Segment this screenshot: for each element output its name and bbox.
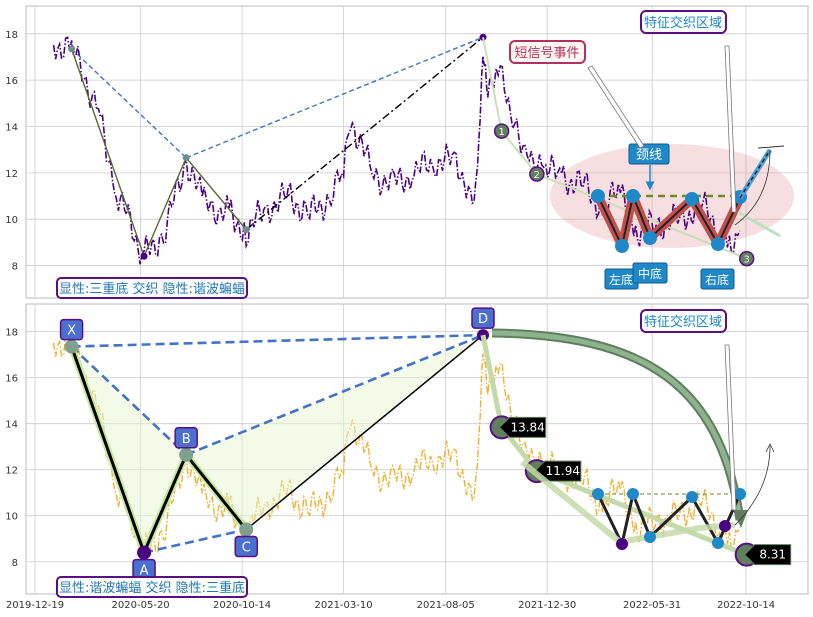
zigzag-point <box>68 45 76 53</box>
harmonic-point-label: B <box>182 432 191 447</box>
harmonic-dashed-line <box>70 345 188 456</box>
harmonic-dashed-line <box>185 333 484 456</box>
y-tick-label: 12 <box>5 466 18 477</box>
y-tick-label: 10 <box>5 215 18 226</box>
x-tick-label: 2020-10-14 <box>213 600 271 611</box>
svg-text:显性:三重底 交织 隐性:谐波蝙蝠: 显性:三重底 交织 隐性:谐波蝙蝠 <box>59 281 245 297</box>
triple-bottom-shape <box>591 145 785 253</box>
harmonic-dashed-line <box>71 333 484 348</box>
bottom-footer-box: 显性:谐波蝙蝠 交织 隐性:三重底 <box>56 576 248 598</box>
left-bottom-label: 左底 <box>604 268 639 290</box>
svg-text:左底: 左底 <box>609 272 633 287</box>
feature-zone-bottom: 特征交织区域 <box>640 309 737 511</box>
zigzag-point <box>140 252 148 260</box>
svg-text:右底: 右底 <box>705 272 729 287</box>
price-tag-box <box>743 544 792 566</box>
harmonic-point <box>179 447 194 462</box>
svg-text:特征交织区域: 特征交织区域 <box>644 314 722 330</box>
leg-cd <box>245 334 484 531</box>
y-tick-label: 16 <box>5 76 18 87</box>
harmonic-point-label: X <box>67 324 76 339</box>
feature-zone-top: 特征交织区域 <box>640 10 737 213</box>
dashdot-cd <box>245 36 484 231</box>
bottom-plot-layer: X A B C D 13.84 11.94 8.31 <box>52 307 792 581</box>
x-tick-label: 2022-10-14 <box>717 600 775 611</box>
neckline-label: 颈线 <box>628 143 670 191</box>
y-tick-label: 12 <box>5 169 18 180</box>
svg-text:特征交织区域: 特征交织区域 <box>644 15 722 31</box>
dashed-xb <box>71 48 187 159</box>
harmonic-point-label-box <box>174 427 198 449</box>
x-axis-ticks: 2019-12-19 2020-05-20 2020-10-14 2021-03-10… <box>6 600 775 611</box>
harmonic-point-label-box <box>59 318 84 341</box>
numbered-marker-label: 3 <box>744 255 750 266</box>
harmonic-point <box>137 545 152 560</box>
harmonic-point-label-box <box>471 307 495 329</box>
middle-bottom-label: 中底 <box>632 262 668 284</box>
y-tick-label: 14 <box>5 123 18 134</box>
price-line-top <box>52 36 741 265</box>
y-tick-label: 18 <box>5 328 18 339</box>
y-tick-label: 10 <box>5 512 18 523</box>
price-tag-label: 8.31 <box>759 548 786 562</box>
svg-text:短信号事件: 短信号事件 <box>514 46 579 61</box>
top-panel-frame <box>25 5 809 299</box>
numbered-marker <box>738 250 755 267</box>
harmonic-point-label: D <box>478 312 488 327</box>
harmonic-point-label: C <box>242 541 251 556</box>
harmonic-leg <box>70 346 248 555</box>
price-tag-label: 13.84 <box>510 420 544 434</box>
y-tick-label: 14 <box>5 420 18 431</box>
numbered-marker <box>493 123 510 139</box>
harmonic-point <box>64 339 79 354</box>
y-tick-label: 8 <box>12 262 18 273</box>
y-tick-label: 18 <box>5 30 18 41</box>
x-tick-label: 2021-12-30 <box>518 600 576 611</box>
x-tick-label: 2020-05-20 <box>112 600 170 611</box>
top-plot-layer: 1 2 3 <box>52 33 755 267</box>
top-footer-box: 显性:三重底 交织 隐性:谐波蝙蝠 <box>56 277 248 299</box>
price-tag-label: 11.94 <box>546 464 580 478</box>
harmonic-point <box>239 522 254 537</box>
x-tick-label: 2021-03-10 <box>314 600 372 611</box>
x-tick-label: 2021-08-05 <box>417 600 475 611</box>
zigzag-point <box>182 154 190 162</box>
harmonic-triangle-bcd <box>186 335 483 530</box>
y-tick-label: 8 <box>12 558 18 569</box>
zigzag-point <box>242 226 250 234</box>
right-bottom-label: 右底 <box>700 268 735 290</box>
x-tick-label: 2022-05-31 <box>623 600 681 611</box>
bottom-triple-bottom <box>520 443 775 550</box>
price-tag-box <box>498 416 547 438</box>
numbered-marker <box>529 166 545 182</box>
harmonic-point-label-box <box>234 535 258 558</box>
numbered-marker-label: 2 <box>534 170 540 181</box>
y-tick-label: 16 <box>5 374 18 385</box>
neckline-text: 颈线 <box>636 148 662 163</box>
harmonic-triangle-xab <box>71 346 187 553</box>
harmonic-point-label: A <box>140 564 149 579</box>
dashed-bd <box>185 36 484 159</box>
x-tick-label: 2019-12-19 <box>6 600 64 611</box>
svg-text:显性:谐波蝙蝠 交织 隐性:三重底: 显性:谐波蝙蝠 交织 隐性:三重底 <box>59 580 245 596</box>
svg-text:中底: 中底 <box>638 266 662 281</box>
signal-event-callout: 短信号事件 <box>509 40 645 149</box>
numbered-marker-label: 1 <box>498 127 504 138</box>
harmonic-dashed-line <box>143 528 247 554</box>
zigzag-xabc <box>70 48 247 259</box>
